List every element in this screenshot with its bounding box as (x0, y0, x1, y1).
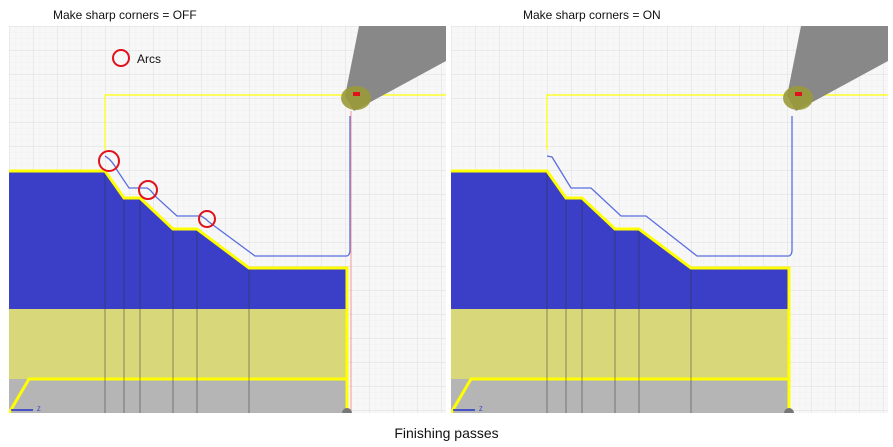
tool-holder (787, 26, 888, 111)
arc-marker-2 (138, 180, 158, 200)
left-panel-title: Make sharp corners = OFF (53, 8, 197, 22)
part-outline (451, 169, 791, 413)
chuck-chamfer (451, 377, 789, 413)
tool-insert (341, 86, 371, 110)
arcs-label: Arcs (137, 52, 161, 66)
stock-material (451, 171, 789, 309)
stock-material (9, 171, 347, 309)
right-panel-title: Make sharp corners = ON (523, 8, 661, 22)
tool-insert (783, 86, 813, 110)
figure-caption: Finishing passes (394, 425, 499, 441)
left-viewport[interactable]: Z (9, 26, 446, 413)
stock-boundary (546, 94, 888, 150)
tool-tip (353, 92, 360, 96)
z-axis-label: Z (479, 407, 483, 413)
tool-holder (345, 26, 446, 111)
chuck-chamfer (9, 377, 347, 413)
chuck-area (451, 379, 789, 413)
arc-marker-3 (198, 210, 216, 228)
arcs-legend-circle (112, 49, 130, 67)
arc-marker-1 (98, 150, 120, 172)
toolpath (546, 116, 793, 257)
chuck-area (9, 379, 347, 413)
right-viewport-canvas: Z (451, 26, 888, 413)
section-lines (104, 171, 250, 413)
part-body (9, 309, 347, 379)
toolpath (104, 116, 351, 257)
part-body (451, 309, 789, 379)
origin-marker (784, 408, 794, 413)
right-viewport[interactable]: Z (451, 26, 888, 413)
part-outline (9, 169, 349, 413)
tool-tip (795, 92, 802, 96)
section-lines (546, 171, 692, 413)
stock-boundary (104, 94, 446, 150)
left-viewport-canvas: Z (9, 26, 446, 413)
origin-marker (342, 408, 352, 413)
z-axis-label: Z (37, 407, 41, 413)
